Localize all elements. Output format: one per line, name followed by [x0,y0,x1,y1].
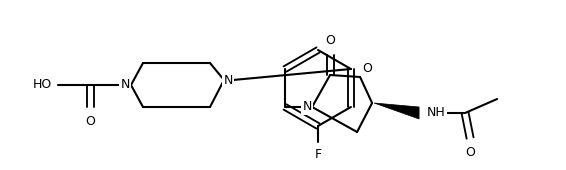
Text: N: N [224,73,233,87]
Text: O: O [85,115,95,128]
Text: NH: NH [427,106,446,120]
Text: F: F [315,148,321,161]
Text: N: N [121,79,130,91]
Text: O: O [362,63,372,75]
Text: O: O [465,146,475,159]
Text: N: N [302,100,312,114]
Polygon shape [374,103,419,119]
Text: HO: HO [33,79,52,91]
Text: O: O [325,34,335,47]
